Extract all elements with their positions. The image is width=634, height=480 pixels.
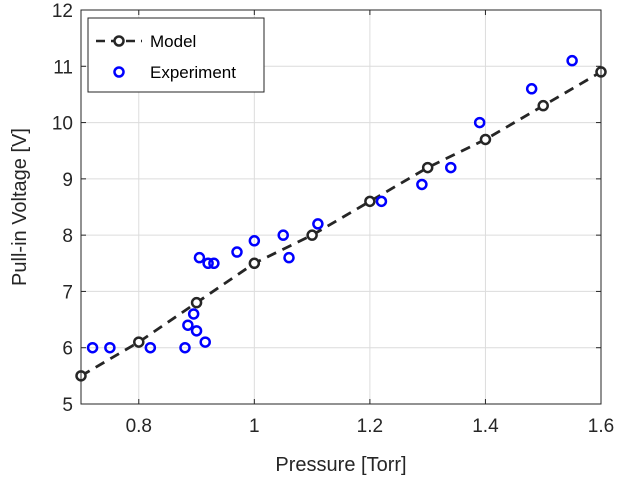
experiment-point <box>566 54 578 67</box>
legend-experiment-marker <box>113 66 125 78</box>
experiment-point <box>375 195 388 208</box>
x-axis: 0.8 1 1.2 1.4 1.6 <box>126 10 614 437</box>
experiment-point <box>416 178 428 191</box>
experiment-point <box>473 116 486 129</box>
experiment-point <box>144 341 157 354</box>
experiment-point <box>199 336 211 348</box>
experiment-point <box>202 257 214 270</box>
y-tick-label: 6 <box>62 339 73 360</box>
legend-experiment-label: Experiment <box>150 63 236 82</box>
legend-model-label: Model <box>150 32 196 51</box>
legend: Model Experiment <box>87 17 265 93</box>
experiment-point <box>312 218 324 230</box>
experiment-point <box>231 246 243 258</box>
x-tick-label: 1 <box>249 416 260 437</box>
x-tick-label: 1.2 <box>357 416 383 437</box>
model-point <box>190 296 203 309</box>
x-axis-label: Pressure [Torr] <box>275 454 406 476</box>
model-point <box>421 161 434 174</box>
series-experiment <box>86 54 578 354</box>
model-point <box>537 99 549 112</box>
y-tick-label: 10 <box>52 114 73 135</box>
series-model <box>75 66 607 382</box>
model-point <box>133 336 145 348</box>
model-point <box>306 229 318 241</box>
y-tick-label: 8 <box>62 226 73 247</box>
experiment-point <box>104 341 116 354</box>
y-tick-label: 9 <box>62 170 73 191</box>
experiment-point <box>208 257 220 270</box>
y-tick-label: 5 <box>62 395 73 416</box>
experiment-point <box>525 83 538 95</box>
x-tick-label: 0.8 <box>126 416 152 437</box>
model-line <box>80 70 602 378</box>
experiment-point <box>187 308 200 320</box>
y-axis: 5 6 7 8 9 10 11 12 <box>52 1 601 416</box>
model-point <box>248 257 261 270</box>
x-tick-label: 1.6 <box>588 416 614 437</box>
experiment-point <box>193 251 206 264</box>
legend-model-marker <box>113 35 125 47</box>
y-tick-label: 12 <box>52 1 73 22</box>
experiment-point <box>190 325 203 337</box>
experiment-point <box>248 235 261 247</box>
model-point <box>479 133 492 146</box>
experiment-point <box>445 161 457 174</box>
plot-frame <box>80 9 602 405</box>
experiment-point <box>179 341 191 354</box>
y-tick-label: 11 <box>53 57 73 78</box>
model-point <box>364 195 376 208</box>
experiment-point <box>182 319 194 331</box>
x-tick-label: 1.4 <box>472 416 499 437</box>
legend-box <box>87 17 265 93</box>
experiment-point <box>86 341 99 354</box>
experiment-point <box>283 251 295 264</box>
y-tick-label: 7 <box>62 282 73 303</box>
y-axis-label: Pull-in Voltage [V] <box>9 128 31 286</box>
experiment-point <box>277 229 289 241</box>
